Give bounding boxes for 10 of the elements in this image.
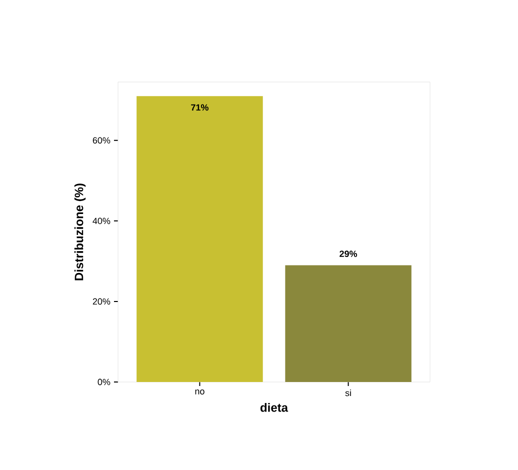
y-tick-label: 20% (92, 298, 110, 305)
data-label: 29% (340, 250, 358, 258)
x-tick-label: no (195, 390, 204, 394)
x-axis-title: dieta (260, 403, 288, 412)
y-tick-label: 60% (92, 137, 110, 144)
data-label: 71% (191, 104, 208, 111)
y-tick-label: 0% (98, 378, 110, 386)
x-tick-label: si (345, 390, 351, 396)
y-tick-label: 40% (92, 218, 110, 224)
y-axis-title: Distribuzione (%) (74, 184, 86, 280)
